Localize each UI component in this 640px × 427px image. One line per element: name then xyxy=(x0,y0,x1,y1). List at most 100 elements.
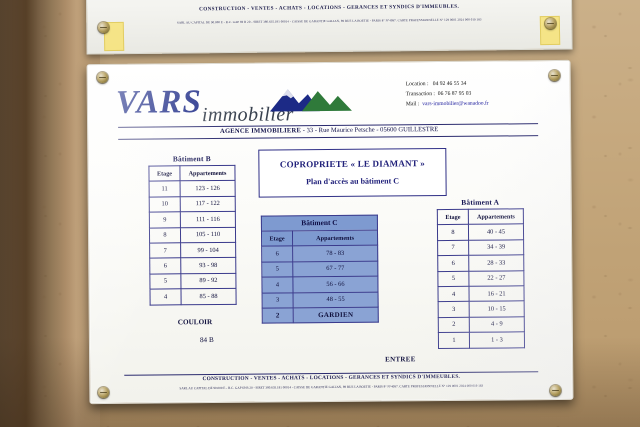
building-c-title: Bâtiment C xyxy=(260,214,378,231)
table-row: 5 67 - 77 xyxy=(261,260,378,278)
cell-etage: 9 xyxy=(149,211,181,228)
table-row: 4 85 - 88 xyxy=(149,288,237,305)
cell-etage: 1 xyxy=(438,332,470,349)
building-b-title: Bâtiment B xyxy=(172,154,211,164)
cell-appartements: 28 - 33 xyxy=(468,254,524,271)
cell-appartements: 67 - 77 xyxy=(292,260,378,277)
cell-appartements: 10 - 15 xyxy=(469,301,525,318)
cell-gardien: GARDIEN xyxy=(293,307,379,324)
table-row: 8 40 - 45 xyxy=(437,224,524,241)
col-header-etage: Etage xyxy=(148,165,181,182)
label-entree: ENTREE xyxy=(385,355,416,364)
table-row: 4 56 - 66 xyxy=(261,276,379,293)
contact-location-label: Location : xyxy=(405,81,429,88)
contact-block: Location : 04 92 46 55 34 Transaction : … xyxy=(406,79,554,110)
heading-box: COPROPRIETE « LE DIAMANT » Plan d'accès … xyxy=(258,147,447,198)
cell-etage: 5 xyxy=(437,270,469,287)
page-subtitle: Plan d'accès au bâtiment C xyxy=(306,176,400,187)
cell-etage: 8 xyxy=(149,227,181,244)
table-row: 7 34 - 39 xyxy=(437,239,524,256)
cell-etage: 6 xyxy=(149,258,181,274)
table-row: 3 48 - 55 xyxy=(262,291,379,309)
cell-etage: 3 xyxy=(262,292,294,309)
agency-logo: VARS immobilier xyxy=(116,81,356,129)
agency-name: AGENCE IMMOBILIERE xyxy=(219,127,302,135)
cell-etage: 10 xyxy=(149,196,181,213)
screw-sign-bottom-left xyxy=(98,387,109,398)
building-b-table: Etage Appartements 11 123 - 126 10 117 - 1… xyxy=(148,165,237,305)
building-b-block: Bâtiment B Etage Appartements 11 123 - 12… xyxy=(148,154,237,305)
building-c-block: Bâtiment C Etage Appartements 6 78 - 83 5… xyxy=(260,214,379,324)
screw-sign-top-left xyxy=(97,72,108,83)
cell-appartements: 123 - 126 xyxy=(180,180,236,197)
cell-appartements: 4 - 9 xyxy=(469,316,525,333)
table-header-row: Etage Appartements xyxy=(148,165,236,182)
cell-etage: 4 xyxy=(437,286,470,302)
contact-transaction-label: Transaction : xyxy=(405,90,435,98)
cell-appartements: 78 - 83 xyxy=(292,245,378,262)
screw-top-right xyxy=(545,18,556,29)
col-header-appartements: Appartements xyxy=(179,165,236,182)
contact-transaction-value: 06 76 87 95 03 xyxy=(437,90,472,97)
col-header-etage: Etage xyxy=(261,230,293,247)
top-sign-partial: CONSTRUCTION - VENTES - ACHATS - LOCATIO… xyxy=(85,0,573,55)
cell-etage: 4 xyxy=(261,276,294,293)
screw-sign-bottom-right xyxy=(550,385,561,396)
table-header-row: Etage Appartements xyxy=(261,230,378,247)
main-sign-panel: VARS immobilier Location : 04 92 46 55 3… xyxy=(86,59,574,405)
cell-appartements: 105 - 110 xyxy=(180,226,236,243)
cell-appartements: 89 - 92 xyxy=(180,273,236,289)
table-row: 10 117 - 122 xyxy=(149,196,236,213)
table-row: 7 99 - 104 xyxy=(149,242,236,259)
table-row: 4 16 - 21 xyxy=(437,285,525,302)
cell-etage: 7 xyxy=(437,240,469,256)
table-row: 5 22 - 27 xyxy=(437,270,524,287)
cell-etage: 8 xyxy=(437,224,469,241)
screw-sign-top-right xyxy=(549,70,560,81)
contact-mail-value[interactable]: vars-immobilier@wanadoo.fr xyxy=(422,100,489,107)
table-header-row: Etage Appartements xyxy=(437,208,524,225)
table-row-gardien: 2 GARDIEN xyxy=(262,307,379,324)
cell-appartements: 40 - 45 xyxy=(468,224,524,241)
table-row: 6 78 - 83 xyxy=(261,245,378,262)
cell-appartements: 34 - 39 xyxy=(468,239,524,256)
col-header-appartements: Appartements xyxy=(292,230,378,247)
table-row: 8 105 - 110 xyxy=(149,226,236,244)
table-row: 11 123 - 126 xyxy=(149,180,236,197)
col-header-etage: Etage xyxy=(437,209,469,225)
sign-content: VARS immobilier Location : 04 92 46 55 3… xyxy=(88,61,573,403)
building-a-block: Bâtiment A Etage Appartements 8 40 - 45 7… xyxy=(437,197,525,349)
cell-etage: 2 xyxy=(438,317,470,333)
top-sign-line2: SARL AU CAPITAL DE 90.000 E - R.C. GAP 6… xyxy=(177,17,482,25)
cell-etage: 11 xyxy=(149,181,181,197)
page-title: COPROPRIETE « LE DIAMANT » xyxy=(279,158,425,170)
building-a-table: Etage Appartements 8 40 - 45 7 34 - 39 6 28… xyxy=(437,208,525,349)
agency-address: - 33 - Rue Maurice Petsche - 05600 GUILL… xyxy=(302,126,439,135)
contact-mail-row: Mail : vars-immobilier@wanadoo.fr xyxy=(406,99,554,110)
cell-etage: 6 xyxy=(261,246,293,262)
table-row: 6 93 - 98 xyxy=(149,257,236,274)
cell-appartements: 22 - 27 xyxy=(468,270,524,287)
table-row: 9 111 - 116 xyxy=(149,211,236,228)
footer-line2: SARL AU CAPITAL DE 90.000 E - R.C. GAP 6… xyxy=(179,383,484,391)
cell-appartements: 16 - 21 xyxy=(468,285,525,302)
cell-etage: 2 xyxy=(262,307,294,324)
table-row: 5 89 - 92 xyxy=(149,273,236,290)
cell-appartements: 48 - 55 xyxy=(293,291,379,308)
cell-etage: 5 xyxy=(261,261,293,278)
cell-appartements: 93 - 98 xyxy=(180,257,236,274)
contact-mail-label: Mail : xyxy=(405,100,420,107)
cell-etage: 6 xyxy=(437,255,469,272)
mountain-icon xyxy=(268,83,354,119)
cell-etage: 3 xyxy=(438,301,470,318)
building-a-title: Bâtiment A xyxy=(461,197,500,207)
cell-etage: 4 xyxy=(149,288,182,305)
cell-appartements: 56 - 66 xyxy=(292,276,379,293)
col-header-appartements: Appartements xyxy=(468,208,524,225)
cell-etage: 5 xyxy=(149,273,181,290)
screw-top-left xyxy=(98,22,109,33)
cell-etage: 7 xyxy=(149,242,181,259)
table-row: 6 28 - 33 xyxy=(437,254,524,272)
